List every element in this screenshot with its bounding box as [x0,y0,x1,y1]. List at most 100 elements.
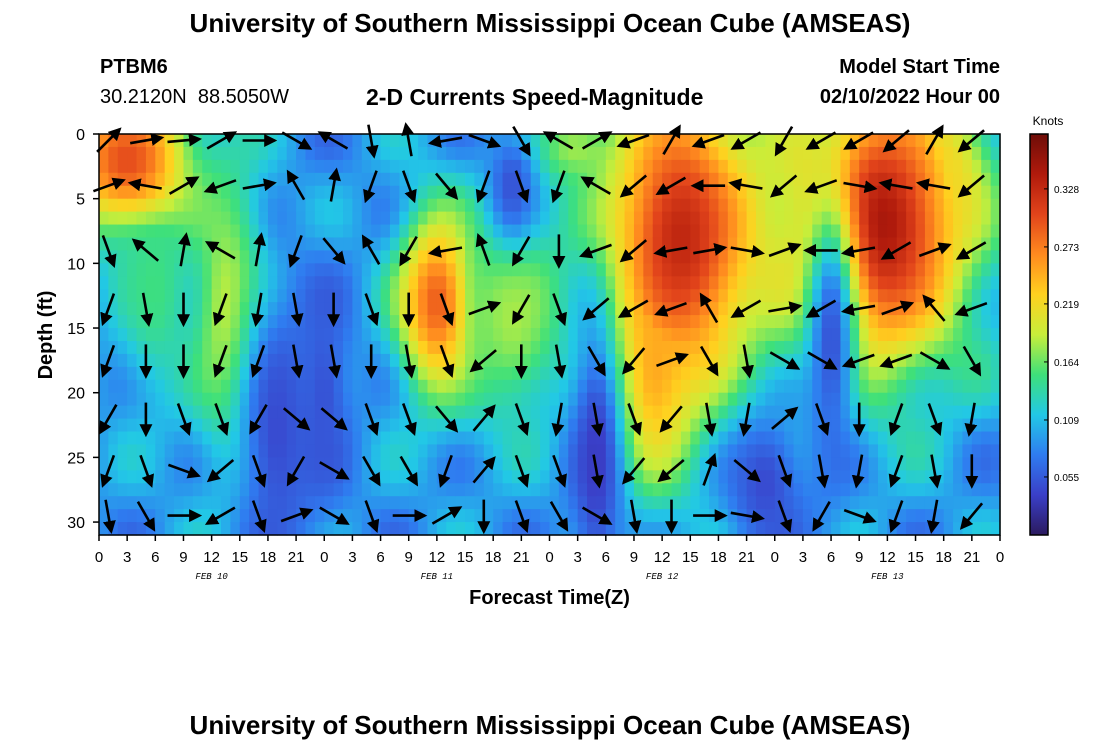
heatmap-cell [924,134,935,148]
heatmap-cell [258,159,269,174]
x-tick-label: 15 [907,549,924,566]
speed-heatmap [99,134,1001,536]
heatmap-cell [540,509,551,523]
heatmap-cell [662,237,673,252]
heatmap-cell [361,379,372,394]
heatmap-cell [971,211,982,226]
heatmap-cell [211,250,222,264]
heatmap-cell [568,483,579,497]
heatmap-cell [127,276,138,290]
heatmap-cell [568,146,579,161]
heatmap-cell [849,211,860,226]
x-tick-label: 18 [485,549,502,566]
heatmap-cell [136,509,147,523]
heatmap-cell [709,470,720,484]
heatmap-cell [502,211,513,226]
heatmap-cell [352,379,363,394]
heatmap-cell [774,211,785,226]
heatmap-cell [652,392,663,407]
heatmap-cell [465,263,476,277]
heatmap-cell [981,276,992,290]
heatmap-cell [615,379,626,394]
current-arrow [657,459,685,483]
heatmap-cell [239,496,250,510]
current-arrow [286,455,306,487]
heatmap-cell [765,159,776,174]
heatmap-cell [99,353,109,368]
heatmap-cell [446,483,457,497]
heatmap-cell [831,418,842,433]
heatmap-cell [971,509,982,523]
heatmap-cell [183,405,194,420]
heatmap-cell [812,276,823,290]
heatmap-cell [849,185,860,200]
current-arrow [653,244,688,258]
heatmap-cell [418,353,429,368]
heatmap-cell [943,522,954,536]
current-arrow [730,131,762,150]
heatmap-cell [831,522,842,536]
heatmap-cell [868,276,879,290]
x-tick-label: 3 [799,549,807,566]
heatmap-cell [136,198,147,213]
heatmap-cell [136,483,147,497]
heatmap-cell [521,444,532,458]
heatmap-cell [155,431,166,446]
heatmap-cell [221,392,231,407]
heatmap-cell [192,289,203,303]
heatmap-cell [399,496,410,510]
current-arrow [553,344,567,379]
heatmap-cell [755,509,766,523]
heatmap-cell [277,379,288,394]
heatmap-cell [859,366,870,381]
current-arrow [962,345,982,377]
heatmap-cell [324,353,335,368]
heatmap-cell [615,405,626,420]
x-tick-label: 0 [545,549,553,566]
heatmap-cell [906,185,917,200]
heatmap-cell [230,185,241,200]
current-arrow [581,131,613,150]
colorbar-tick-label: 0.328 [1054,185,1079,196]
heatmap-cell [802,211,813,226]
heatmap-cell [896,263,907,277]
heatmap-cell [521,211,532,226]
heatmap-cell [990,405,1001,420]
heatmap-cell [643,328,654,342]
heatmap-cell [633,276,644,290]
heatmap-cell [981,457,992,471]
heatmap-cell [774,444,785,458]
heatmap-cell [465,250,476,264]
heatmap-cell [549,237,560,252]
heatmap-cell [793,185,804,200]
current-arrow [581,506,613,525]
heatmap-cell [389,263,400,277]
heatmap-cell [690,315,701,329]
heatmap-cell [652,522,663,536]
heatmap-cell [521,250,532,264]
heatmap-cell [953,185,964,200]
heatmap-cell [436,353,447,368]
heatmap-cell [680,263,691,277]
heatmap-cell [774,134,785,148]
heatmap-cell [117,263,128,277]
heatmap-cell [202,379,213,394]
heatmap-cell [296,159,307,174]
heatmap-cell [249,250,260,264]
heatmap-cell [465,328,476,342]
heatmap-cell [605,379,616,394]
heatmap-cell [671,315,682,329]
heatmap-cell [990,496,1001,510]
heatmap-cell [587,353,598,368]
heatmap-cell [924,224,935,239]
heatmap-cell [558,353,569,368]
heatmap-cell [962,289,973,303]
heatmap-cell [465,237,476,252]
heatmap-cell [596,198,607,213]
heatmap-cell [934,211,945,226]
heatmap-cell [99,198,109,213]
heatmap-cell [568,263,579,277]
current-arrow [768,242,802,258]
heatmap-cell [155,522,166,536]
